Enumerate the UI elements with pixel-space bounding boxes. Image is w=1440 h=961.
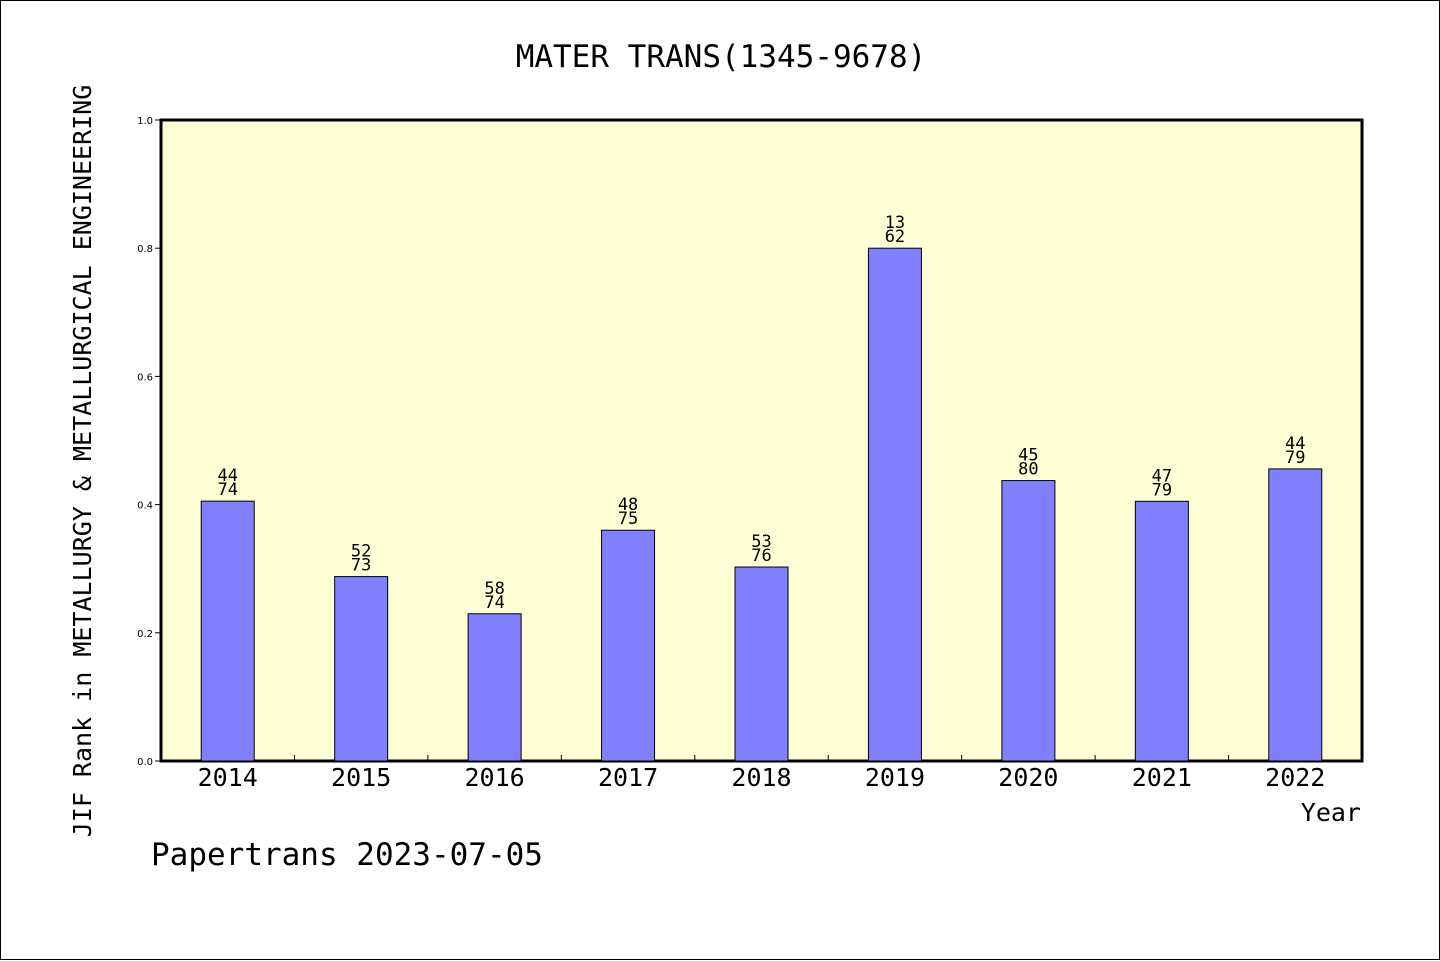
bar-2019: [867, 247, 922, 762]
bar-rank-label: 44: [217, 466, 237, 486]
x-tick-label: 2014: [198, 763, 258, 792]
bar-rank-label: 58: [484, 579, 504, 599]
chart-title: MATER TRANS(1345-9678): [516, 39, 927, 75]
y-axis-label: JIF Rank in METALLURGY & METALLURGICAL E…: [68, 85, 97, 838]
bar-2018: [734, 566, 789, 762]
bar-2022: [1268, 468, 1323, 762]
bar-rank-label: 53: [751, 532, 771, 552]
axis-ticks: 0.0 0.2 0.4 0.6 0.8 1.0 2014 2015 2016 2017 2018 20…: [137, 116, 1325, 792]
bar-rank-label: 45: [1018, 446, 1038, 466]
bar-total-label: 80: [1018, 460, 1038, 480]
bar-total-label: 75: [618, 509, 638, 529]
bar-rank-label: 44: [1285, 434, 1305, 454]
x-tick-label: 2019: [865, 763, 925, 792]
bar-total-label: 73: [351, 556, 371, 576]
bar-total-label: 62: [885, 227, 905, 247]
y-tick-label: 0.6: [137, 372, 153, 383]
bar-rank-label: 13: [885, 213, 905, 233]
bar-2021: [1134, 500, 1189, 762]
bar-2017: [601, 529, 656, 762]
bar-2020: [1001, 480, 1056, 762]
y-tick-label: 1.0: [137, 116, 153, 127]
x-tick-label: 2018: [731, 763, 791, 792]
x-tick-label: 2020: [998, 763, 1058, 792]
x-axis-label: Year: [1301, 798, 1361, 827]
bar-total-label: 79: [1152, 480, 1172, 500]
y-tick-label: 0.8: [137, 244, 153, 255]
x-tick-label: 2021: [1132, 763, 1192, 792]
y-tick-label: 0.0: [137, 757, 153, 768]
bar-total-label: 74: [217, 480, 237, 500]
bar-total-label: 79: [1285, 448, 1305, 468]
x-tick-label: 2015: [331, 763, 391, 792]
bar-total-label: 76: [751, 546, 771, 566]
bar-2016: [467, 613, 522, 762]
bar-total-label: 74: [484, 593, 504, 613]
x-tick-label: 2017: [598, 763, 658, 792]
x-tick-label: 2016: [465, 763, 525, 792]
y-tick-label: 0.2: [137, 629, 153, 640]
bar-rank-label: 52: [351, 542, 371, 562]
bar-rank-label: 47: [1152, 466, 1172, 486]
bar-2014: [200, 500, 255, 762]
y-tick-label: 0.4: [137, 501, 153, 512]
bar-2015: [334, 576, 389, 762]
bar-rank-label: 48: [618, 495, 638, 515]
footer-credit: Papertrans 2023-07-05: [151, 837, 543, 873]
x-tick-label: 2022: [1265, 763, 1325, 792]
